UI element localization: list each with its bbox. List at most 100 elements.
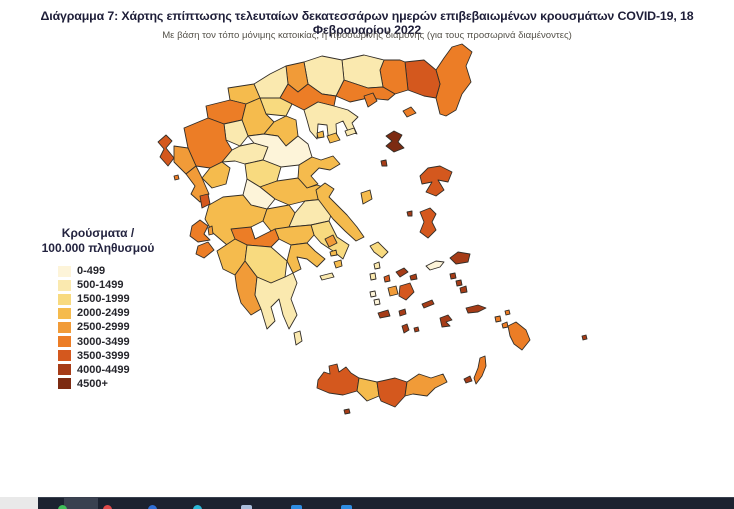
region-aegina	[333, 259, 343, 269]
legend-swatch	[58, 350, 71, 362]
teal-app-icon[interactable]	[192, 505, 202, 509]
legend-item: 4000-4499	[34, 363, 162, 377]
region-laconia	[254, 272, 298, 330]
region-astypalaia	[439, 314, 453, 328]
region-lemnos	[385, 130, 405, 153]
region-evros	[435, 43, 473, 117]
region-amorgos	[421, 299, 435, 309]
region-serifos	[369, 290, 377, 298]
region-rethymno	[356, 377, 380, 402]
legend-title-line2: 100.000 πληθυσμού	[41, 241, 155, 255]
chart-title: Διάγραμμα 7: Χάρτης επίπτωσης τελευταίων…	[40, 9, 694, 37]
region-anafi	[413, 326, 420, 333]
taskbar-left-corner	[0, 497, 38, 509]
legend-item: 0-499	[34, 264, 162, 278]
region-tilos	[501, 321, 509, 329]
region-lesbos	[419, 165, 453, 197]
region-rhodope	[404, 59, 441, 99]
region-athens-center	[324, 234, 338, 248]
legend-swatch	[58, 336, 71, 348]
region-ithaki	[207, 225, 214, 236]
region-kasos	[463, 375, 473, 384]
region-tinos	[395, 267, 409, 278]
legend-item: 500-1499	[34, 278, 162, 292]
region-zakynthos	[195, 241, 215, 259]
legend-swatch	[58, 321, 71, 333]
region-heraklion	[376, 377, 408, 408]
region-skyros	[360, 189, 373, 205]
window-app-icon[interactable]	[240, 505, 252, 509]
region-paxoi	[173, 174, 180, 181]
legend-swatch	[58, 364, 71, 376]
region-samos	[449, 251, 471, 265]
region-corfu	[157, 134, 175, 167]
legend-item: 4500+	[34, 377, 162, 391]
legend-label: 500-1499	[77, 279, 124, 292]
region-nisyros	[494, 315, 502, 323]
region-naxos	[398, 282, 415, 301]
legend-label: 4500+	[77, 377, 108, 390]
region-argolis	[286, 242, 326, 274]
region-kea	[373, 261, 381, 270]
region-chalkidiki	[303, 101, 359, 141]
region-kefalonia	[189, 219, 211, 243]
os-taskbar	[0, 497, 734, 509]
region-kos	[465, 304, 487, 314]
legend-item: 2500-2999	[34, 320, 162, 334]
legend-item: 3500-3999	[34, 349, 162, 363]
legend-items: 0-499 500-1499 1500-1999 2000-2499 2500-…	[34, 264, 162, 391]
region-gavdos	[343, 408, 351, 415]
region-corinthia	[274, 224, 315, 246]
region-thasos	[363, 92, 378, 108]
region-euboea	[315, 182, 365, 242]
legend-swatch	[58, 279, 71, 291]
region-psara	[406, 210, 413, 217]
region-skiathos	[316, 130, 325, 139]
blue-app2-icon[interactable]	[340, 505, 352, 509]
green-app-icon[interactable]	[57, 505, 67, 509]
chart-subtitle: Με βάση τον τόπο μόνιμης κατοικίας, ή πρ…	[162, 30, 572, 41]
legend-swatch	[58, 378, 71, 390]
region-sifnos	[373, 298, 381, 306]
region-ikaria	[425, 260, 445, 271]
legend-label: 3500-3999	[77, 349, 130, 362]
region-milos	[377, 309, 391, 319]
legend-title: Κρούσματα / 100.000 πληθυσμού	[34, 226, 162, 256]
region-karpathos	[473, 355, 487, 385]
legend-item: 2000-2499	[34, 306, 162, 320]
legend-item: 3000-3499	[34, 334, 162, 348]
region-syros	[383, 274, 391, 283]
blue-app-icon[interactable]	[147, 505, 157, 509]
region-samothraki	[402, 106, 417, 118]
region-chania	[316, 363, 360, 396]
region-leros	[455, 279, 463, 287]
legend-swatch	[58, 307, 71, 319]
legend-swatch	[58, 293, 71, 305]
taskbar-active-app-highlight	[64, 497, 98, 509]
region-santorini	[401, 323, 410, 334]
legend-label: 2000-2499	[77, 307, 130, 320]
red-app-icon[interactable]	[102, 505, 112, 509]
legend-label: 0-499	[77, 265, 106, 278]
region-hydra	[319, 272, 335, 281]
region-kavala	[335, 79, 396, 103]
region-kalymnos	[459, 285, 468, 294]
region-kythira	[293, 330, 303, 346]
legend-title-line1: Κρούσματα /	[61, 226, 135, 240]
legend-label: 1500-1999	[77, 293, 130, 306]
region-agios-efstratios	[380, 159, 388, 167]
map-legend: Κρούσματα / 100.000 πληθυσμού 0-499 500-…	[34, 226, 162, 391]
legend-swatch	[58, 265, 71, 277]
region-kastellorizo	[581, 334, 588, 341]
region-kythnos	[369, 272, 377, 281]
region-chios	[419, 207, 437, 239]
region-patmos	[449, 272, 457, 280]
region-mykonos	[409, 273, 418, 281]
region-lasithi	[404, 373, 448, 397]
region-lefkada	[199, 193, 211, 209]
region-rhodes	[507, 321, 531, 351]
region-paros	[387, 285, 399, 297]
blue-doc-app-icon[interactable]	[290, 505, 302, 509]
